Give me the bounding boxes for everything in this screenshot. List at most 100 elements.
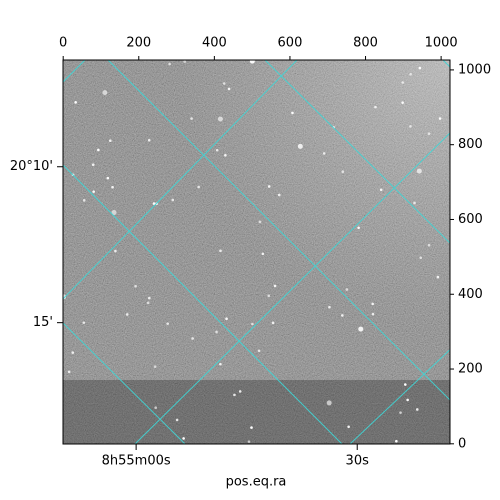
grid-line [134, 132, 450, 444]
sky-image [63, 60, 450, 444]
dec-tick-label: 20°10' [10, 159, 53, 174]
star [82, 199, 86, 202]
star [108, 139, 112, 142]
star [371, 312, 375, 316]
grid-line [264, 60, 450, 244]
star [249, 60, 255, 64]
grid-line [349, 349, 450, 444]
star [341, 170, 345, 174]
star [258, 220, 262, 224]
grid-line [63, 60, 298, 300]
star [71, 351, 75, 354]
x-tick-label: 200 [126, 36, 151, 51]
star [219, 362, 222, 366]
star [168, 62, 171, 66]
axes-frame [62, 59, 451, 445]
star [250, 426, 253, 429]
star [146, 301, 150, 305]
star [238, 390, 242, 393]
star [404, 383, 407, 386]
star [347, 425, 350, 429]
star [134, 284, 137, 288]
star [267, 185, 271, 188]
star [406, 398, 409, 402]
y-tick-label: 600 [458, 212, 483, 227]
star [345, 288, 349, 291]
grid-line [442, 60, 450, 68]
star [261, 252, 265, 256]
star [197, 185, 200, 189]
star [257, 349, 261, 353]
y-tick-label: 800 [458, 137, 483, 152]
star [224, 154, 227, 157]
star [415, 408, 419, 411]
star [416, 168, 422, 174]
y-tick-label: 400 [458, 287, 483, 302]
y-tick-label: 200 [458, 362, 483, 377]
ra-tick-label: 30s [346, 454, 370, 469]
x-tick-label: 400 [202, 36, 227, 51]
star [401, 101, 404, 104]
star [427, 243, 431, 247]
star [111, 210, 117, 216]
star [153, 365, 157, 368]
star [175, 418, 179, 422]
star [328, 305, 331, 309]
x-tick-label: 1000 [425, 36, 458, 51]
star [222, 82, 226, 85]
star [148, 296, 151, 300]
y-tick-label: 0 [458, 436, 466, 451]
star [97, 148, 100, 152]
star [106, 176, 110, 180]
star [215, 148, 219, 152]
star [171, 198, 175, 202]
star [297, 143, 303, 149]
star [267, 294, 271, 298]
star [191, 337, 194, 340]
star [182, 437, 185, 440]
star [419, 256, 423, 260]
star [438, 117, 442, 120]
grid-line [63, 60, 86, 83]
stars [63, 60, 442, 443]
star [154, 406, 157, 410]
x-tick-label: 600 [278, 36, 303, 51]
star [225, 317, 228, 321]
shade [63, 380, 450, 444]
star [322, 152, 326, 155]
x-axis-label: pos.eq.ra [226, 475, 287, 490]
star [152, 202, 156, 205]
star [418, 66, 422, 70]
x-tick-label: 800 [353, 36, 378, 51]
star [379, 188, 383, 192]
star [67, 370, 71, 374]
star [74, 101, 77, 104]
star [125, 313, 129, 316]
star [111, 185, 114, 189]
star [271, 321, 275, 325]
grid-line [63, 164, 343, 444]
star [273, 284, 277, 288]
star [215, 330, 218, 334]
image [63, 60, 450, 444]
star [183, 60, 186, 63]
star [409, 125, 412, 128]
x-tick-label: 0 [59, 36, 67, 51]
star [251, 322, 254, 326]
star [326, 400, 332, 406]
star [401, 81, 405, 84]
star [395, 439, 398, 443]
star [341, 314, 344, 317]
coord-grid [63, 60, 450, 444]
star [358, 326, 364, 332]
star [371, 302, 374, 306]
star [227, 87, 231, 91]
star [190, 117, 193, 120]
star [399, 411, 402, 414]
star [427, 132, 431, 136]
star [166, 322, 170, 325]
star [413, 201, 416, 205]
star [92, 190, 95, 193]
star [357, 226, 360, 230]
